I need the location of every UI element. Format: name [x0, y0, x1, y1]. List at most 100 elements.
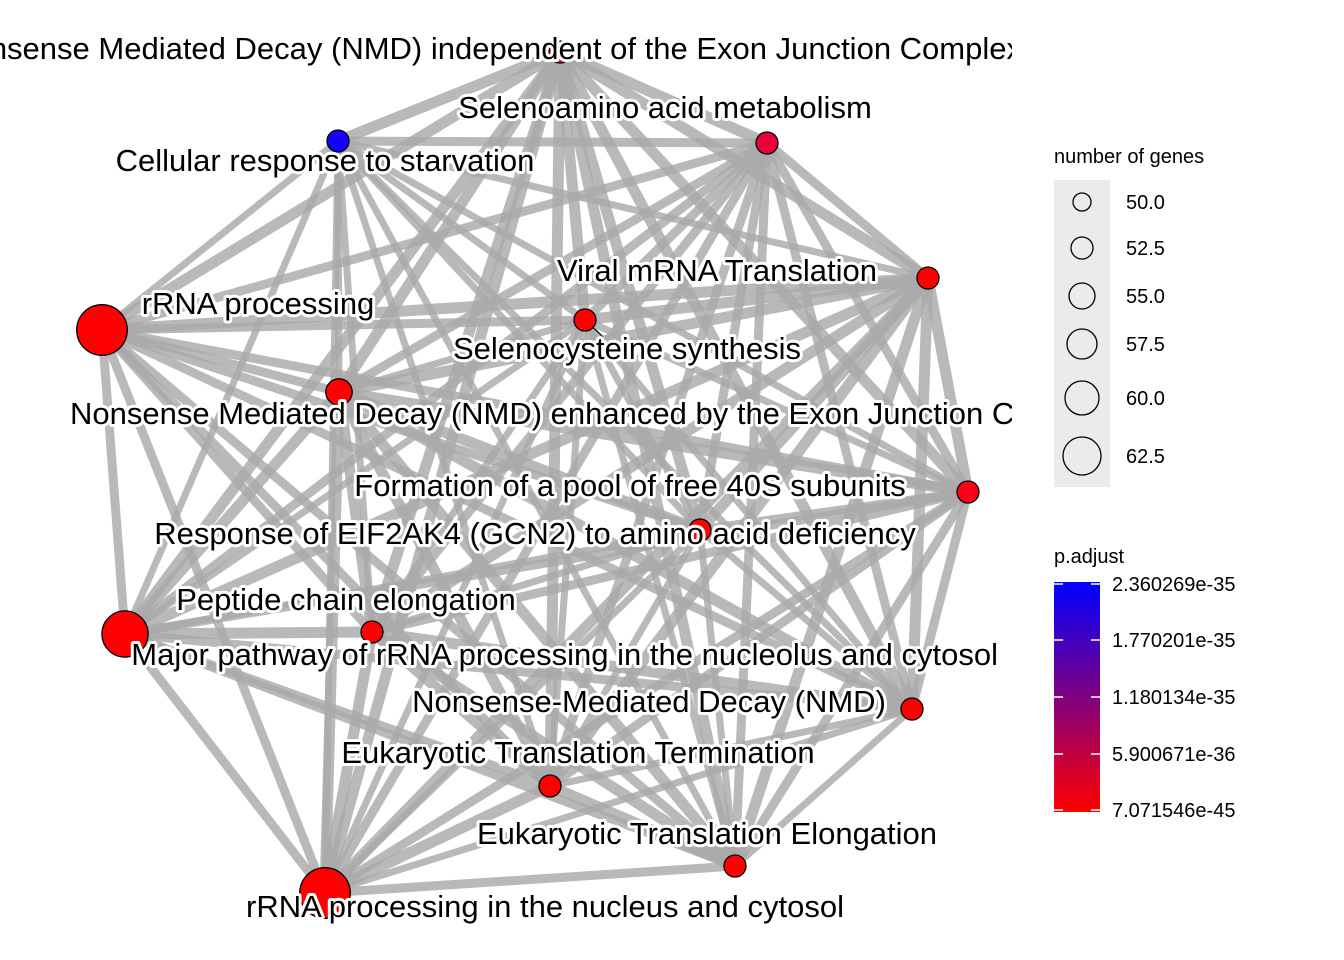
- edge-viral-mrna-nmd: [906, 277, 934, 710]
- edge-selenocysteine-nmd-ejc-enhanced: [338, 316, 586, 396]
- size-legend-label-5: 62.5: [1126, 446, 1165, 468]
- node-label-peptide-chain: Peptide chain elongation: [176, 582, 516, 617]
- node-rrna-nucleus: [299, 867, 351, 919]
- size-legend-key-0: [1072, 192, 1092, 212]
- edge-viral-mrna-nmd-ejc-enhanced: [337, 272, 930, 398]
- node-peptide-chain: [360, 620, 384, 644]
- node-pool-40s: [956, 480, 980, 504]
- node-label-rrna-processing: rRNA processing: [142, 286, 375, 321]
- size-legend-key-2: [1068, 282, 1096, 310]
- edge-translation-termination-translation-elongation: [547, 780, 738, 872]
- edge-selenocysteine-eif2ak4: [581, 318, 704, 532]
- edge-starvation-rrna-processing: [99, 138, 341, 333]
- node-label-nmd-ejc-enhanced: Nonsense Mediated Decay (NMD) enhanced b…: [70, 396, 1202, 431]
- size-legend-label-0: 50.0: [1126, 192, 1165, 214]
- color-legend-ticks: 2.360269e-35 1.770201e-35 1.180134e-35 5.90…: [1054, 574, 1235, 822]
- node-label-eif2ak4: Response of EIF2AK4 (GCN2) to amino acid…: [154, 516, 916, 551]
- edge-layer: [97, 46, 974, 898]
- node-label-selenoamino: Selenoamino acid metabolism: [458, 90, 872, 125]
- node-selenocysteine: [573, 308, 597, 332]
- color-legend: p.adjust 2.360269e-35 1.770201e-35 1.18013…: [1054, 546, 1235, 822]
- size-legend-key-3: [1066, 328, 1098, 360]
- edge-selenoamino-viral-mrna: [764, 139, 931, 282]
- node-nmd-ejc-independent: [548, 40, 572, 64]
- color-legend-title: p.adjust: [1054, 546, 1124, 568]
- node-layer: [76, 40, 980, 919]
- edge-rrna-processing-translation-termination: [98, 326, 554, 790]
- size-legend: number of genes 50.0 52.5 55.0 57.5 60.0 62.5: [1054, 146, 1204, 487]
- size-legend-label-1: 52.5: [1126, 238, 1165, 260]
- edge-rrna-processing-major-rrna: [97, 329, 130, 635]
- node-label-translation-elongation: Eukaryotic Translation Elongation: [477, 816, 937, 851]
- node-label-major-rrna: Major pathway of rRNA processing in the …: [131, 637, 998, 672]
- network-panel: Nonsense Mediated Decay (NMD) independen…: [0, 28, 1202, 927]
- label-layer: Nonsense Mediated Decay (NMD) independen…: [0, 28, 1202, 927]
- edge-eif2ak4-peptide-chain: [370, 526, 702, 636]
- edge-selenocysteine-nmd: [582, 317, 915, 712]
- edge-peptide-chain-translation-elongation: [369, 627, 738, 871]
- node-label-nmd-ejc-independent: Nonsense Mediated Decay (NMD) independen…: [0, 31, 1110, 66]
- edge-rrna-processing-translation-elongation: [99, 326, 738, 870]
- edge-starvation-viral-mrna: [337, 137, 929, 282]
- edge-eif2ak4-nmd: [697, 527, 915, 712]
- node-label-viral-mrna: Viral mRNA Translation: [557, 253, 877, 288]
- color-legend-label-3: 5.900671e-36: [1112, 744, 1235, 766]
- edge-rrna-processing-selenocysteine: [101, 315, 586, 335]
- node-major-rrna: [101, 610, 149, 658]
- node-rrna-processing: [76, 304, 128, 356]
- node-label-pool-40s: Formation of a pool of free 40S subunits: [354, 468, 905, 503]
- edge-nmd-rrna-nucleus: [323, 705, 914, 897]
- edge-nmd-ejc-independent-nmd: [555, 49, 917, 712]
- edge-peptide-chain-rrna-nucleus: [319, 631, 378, 894]
- node-selenoamino: [755, 131, 779, 155]
- edge-nmd-ejc-independent-rrna-nucleus: [319, 50, 566, 895]
- node-label-starvation: Cellular response to starvation: [116, 143, 535, 178]
- edge-selenocysteine-pool-40s: [583, 316, 970, 496]
- edge-pool-40s-translation-elongation: [731, 489, 972, 869]
- size-legend-keys: 50.0 52.5 55.0 57.5 60.0 62.5: [1062, 192, 1165, 476]
- edge-translation-elongation-rrna-nucleus: [324, 861, 736, 898]
- size-legend-key-4: [1064, 380, 1100, 416]
- color-legend-label-0: 2.360269e-35: [1112, 574, 1235, 596]
- edge-pool-40s-rrna-nucleus: [322, 488, 971, 897]
- node-label-rrna-nucleus: rRNA processing in the nucleus and cytos…: [246, 889, 844, 924]
- node-eif2ak4: [688, 518, 712, 542]
- edge-viral-mrna-rrna-processing: [101, 272, 929, 336]
- size-legend-key-1: [1070, 236, 1094, 260]
- size-legend-title: number of genes: [1054, 146, 1204, 168]
- edge-eif2ak4-translation-termination: [546, 528, 704, 788]
- edge-viral-mrna-pool-40s: [922, 276, 974, 494]
- legend: number of genes 50.0 52.5 55.0 57.5 60.0 62.5…: [1054, 146, 1235, 822]
- edge-nmd-ejc-enhanced-eif2ak4: [337, 386, 702, 536]
- node-nmd-ejc-enhanced: [325, 378, 353, 406]
- edge-eif2ak4-translation-elongation: [696, 529, 739, 867]
- node-viral-mrna: [916, 266, 940, 290]
- edge-eif2ak4-rrna-nucleus: [322, 527, 703, 896]
- edge-nmd-translation-elongation: [732, 706, 915, 869]
- node-label-selenocysteine: Selenocysteine synthesis: [453, 331, 801, 366]
- node-label-nmd: Nonsense-Mediated Decay (NMD): [412, 684, 886, 719]
- node-translation-termination: [538, 774, 562, 798]
- edge-pool-40s-nmd: [907, 490, 973, 711]
- edge-rrna-processing-rrna-nucleus: [97, 328, 330, 895]
- edge-nmd-ejc-enhanced-rrna-nucleus: [319, 391, 345, 894]
- edge-major-rrna-nmd: [124, 629, 913, 714]
- size-legend-label-4: 60.0: [1126, 388, 1165, 410]
- edge-major-rrna-rrna-nucleus: [121, 631, 329, 896]
- edge-nmd-ejc-independent-rrna-processing: [99, 47, 563, 335]
- node-nmd: [900, 697, 924, 721]
- edge-selenoamino-starvation: [337, 136, 768, 148]
- size-legend-label-2: 55.0: [1126, 286, 1165, 308]
- color-legend-label-4: 7.071546e-45: [1112, 800, 1235, 822]
- edge-nmd-ejc-independent-major-rrna: [120, 48, 565, 638]
- edge-selenoamino-major-rrna: [122, 139, 770, 638]
- edge-translation-termination-rrna-nucleus: [322, 781, 553, 898]
- color-legend-label-2: 1.180134e-35: [1112, 687, 1235, 709]
- size-legend-key-5: [1062, 436, 1102, 476]
- node-translation-elongation: [723, 854, 747, 878]
- edge-nmd-ejc-enhanced-pool-40s: [338, 386, 969, 498]
- edge-starvation-selenocysteine: [335, 138, 588, 323]
- edge-selenoamino-selenocysteine: [581, 139, 771, 324]
- size-legend-label-3: 57.5: [1126, 334, 1165, 356]
